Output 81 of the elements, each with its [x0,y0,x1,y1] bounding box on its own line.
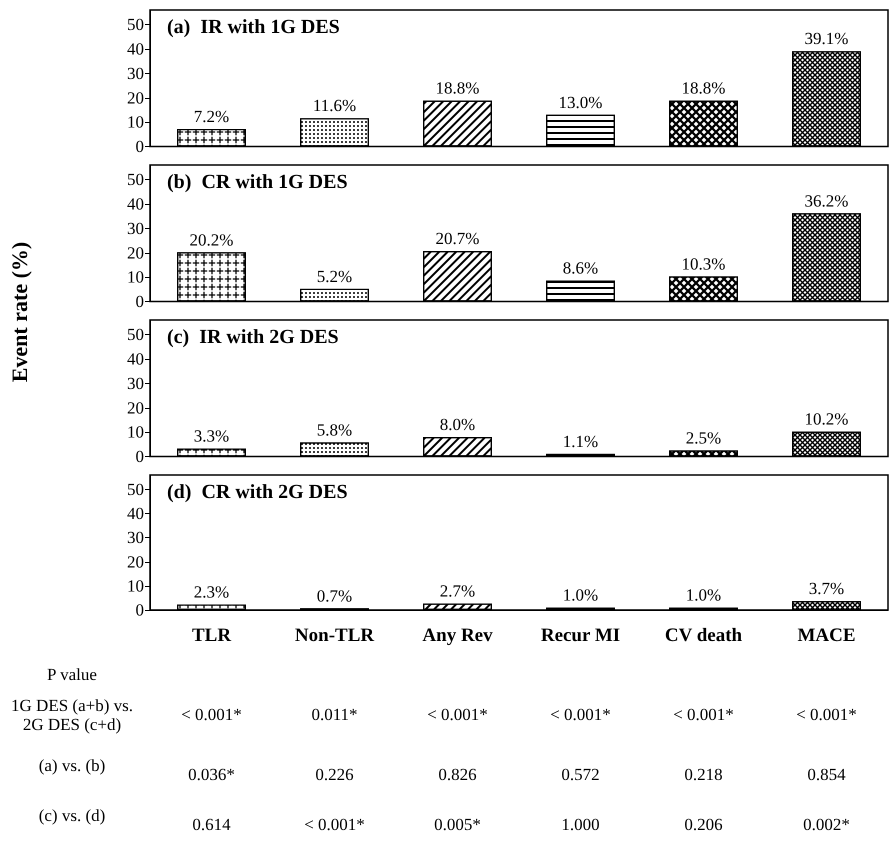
x-tick-label: CV death [664,625,743,646]
y-tick-label: 40 [127,194,144,214]
text: 0.614 [191,815,232,834]
text: < 0.001* [180,705,243,724]
text: 0.002* [802,815,851,834]
text: (a) vs. (b) [38,756,106,775]
data-label: 11.6% [312,96,356,116]
text: 0.226 [314,765,355,784]
y-tick-label: 50 [127,15,144,34]
data-label: 20.7% [436,229,480,248]
y-tick-label: 10 [127,112,144,132]
data-label: 3.3% [194,426,230,446]
y-tick-label: 10 [127,576,144,596]
text: < 0.001* [549,705,612,724]
text: (c) vs. (d) [38,806,106,825]
x-tick-label: MACE [797,625,856,646]
chart-title: (d) CR with 2G DES [167,481,348,503]
x-tick-label: Any Rev [422,625,494,646]
y-tick-label: 0 [136,600,144,620]
y-tick-label: 0 [136,292,144,311]
text: < 0.001* [303,815,366,834]
text: 0.206 [683,815,724,834]
y-tick-label: 30 [127,218,144,238]
data-label: 13.0% [558,92,602,112]
text: 0.826 [437,765,478,784]
data-label: 1.1% [562,432,598,451]
text: 0.036* [187,765,236,784]
data-label: 0.7% [316,586,352,606]
text: 1.000 [560,815,601,834]
y-tick-label: 20 [127,243,144,262]
text: 0.011* [310,705,359,724]
x-tick-label: TLR [192,625,232,646]
y-tick-label: 10 [127,422,144,442]
data-label: 3.7% [808,579,844,598]
y-tick-label: 10 [127,268,144,287]
y-tick-label: 0 [136,447,144,466]
text: 0.005* [433,815,482,834]
y-tick-label: 40 [127,40,144,58]
data-label: 20.2% [190,230,234,250]
text: 0.854 [806,765,847,784]
data-label: 7.2% [194,106,230,126]
data-label: 1.0% [686,586,722,605]
y-tick-label: 50 [127,480,144,499]
text: < 0.001* [672,705,735,724]
data-label: 39.1% [804,29,848,48]
y-axis-title: Event rate (%) [7,240,32,384]
x-tick-label: Non-TLR [294,625,374,646]
data-label: 36.2% [804,191,848,210]
data-label: 18.8% [436,78,480,98]
data-label: 5.2% [316,266,352,286]
data-label: 8.0% [440,415,476,434]
data-label: 10.2% [804,410,848,429]
data-label: 8.6% [562,258,598,278]
chart-title: (a) IR with 1G DES [167,16,340,38]
chart-title: (c) IR with 2G DES [167,326,339,348]
y-tick-label: 50 [127,325,144,344]
data-label: 10.3% [682,254,726,274]
y-tick-label: 50 [127,170,144,190]
y-tick-label: 40 [127,504,144,524]
data-label: 5.8% [316,420,352,440]
y-tick-label: 30 [127,64,144,83]
data-label: 2.7% [440,581,476,600]
y-tick-label: 0 [136,137,144,156]
data-label: 2.5% [686,428,722,448]
y-tick-label: 20 [127,552,144,572]
data-label: 18.8% [682,78,726,98]
y-tick-label: 20 [127,398,144,418]
y-tick-label: 30 [127,374,144,393]
x-tick-label: Recur MI [540,625,620,646]
y-tick-label: 30 [127,528,144,548]
text: < 0.001* [795,705,858,724]
text: 1G DES (a+b) vs. 2G DES (c+d) [10,696,134,734]
text: < 0.001* [426,705,489,724]
text: 0.218 [683,765,724,784]
chart-title: (b) CR with 1G DES [167,171,348,193]
text: 0.572 [560,765,601,784]
y-tick-label: 20 [127,88,144,108]
text: P value [46,665,98,684]
data-label: 1.0% [562,586,598,605]
data-label: 2.3% [194,582,230,602]
y-tick-label: 40 [127,350,144,368]
